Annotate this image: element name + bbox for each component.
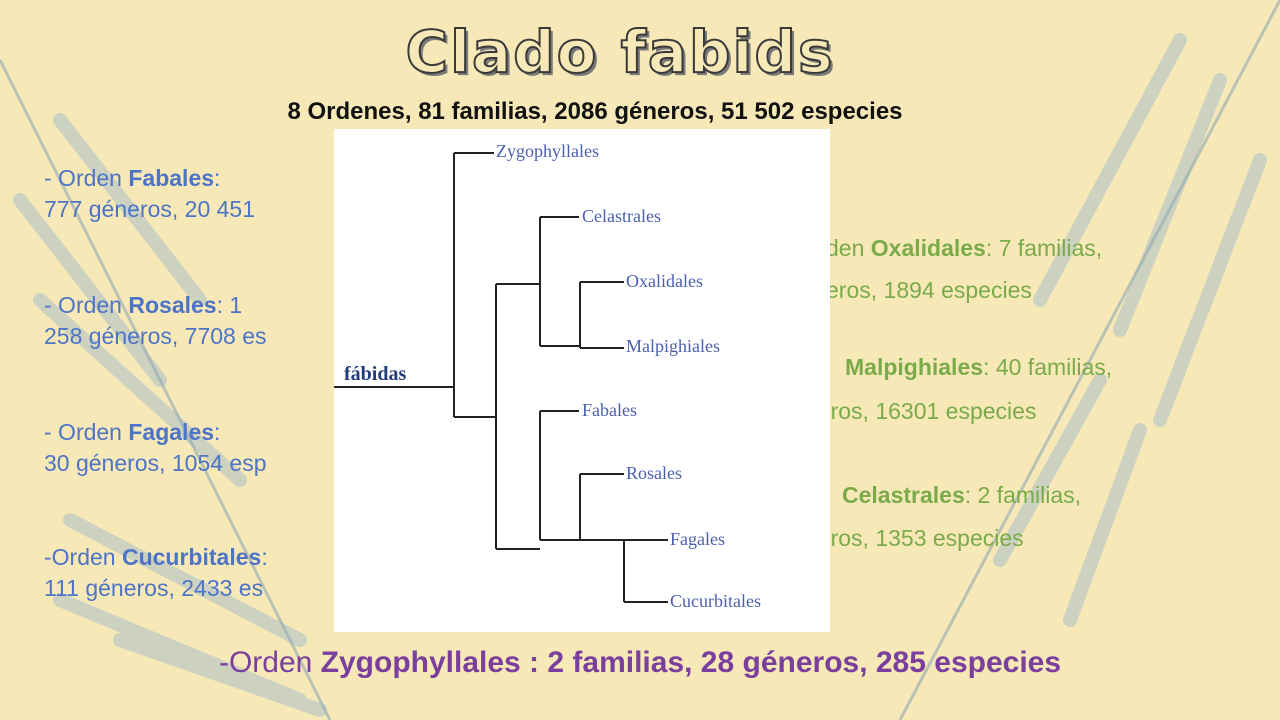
tree-label-malpighiales: Malpighiales [626, 336, 720, 356]
tree-label-zygophyllales: Zygophyllales [496, 141, 599, 161]
subtitle: 8 Ordenes, 81 familias, 2086 géneros, 51… [287, 98, 903, 125]
order-malpighiales: Malpighiales: 40 familias, neros, 16301 … [805, 354, 1113, 424]
tree-root-label: fábidas [344, 363, 407, 385]
order-oxalidales: den Oxalidales: 7 familias, eros, 1894 e… [826, 235, 1103, 303]
tree-label-oxalidales: Oxalidales [626, 271, 703, 291]
order-rosales: - Orden Rosales: 1 258 géneros, 7708 es [44, 292, 267, 349]
page-title: Clado fabids [405, 17, 835, 87]
order-celastrales: Celastrales: 2 familias, neros, 1353 esp… [805, 482, 1082, 551]
order-fabales: - Orden Fabales: 777 géneros, 20 451 [44, 165, 256, 222]
order-zygophyllales: -Orden Zygophyllales : 2 familias, 28 gé… [218, 646, 1062, 679]
tree-label-fabales: Fabales [582, 400, 637, 420]
tree-label-rosales: Rosales [626, 463, 682, 483]
tree-label-cucurbitales: Cucurbitales [670, 591, 761, 611]
order-fagales: - Orden Fagales: 30 géneros, 1054 esp [44, 419, 267, 476]
order-cucurbitales: -Orden Cucurbitales: 111 géneros, 2433 e… [44, 544, 268, 601]
tree-label-celastrales: Celastrales [582, 206, 661, 226]
phylogenetic-tree: fábidas Zygophyllales Celastrales Oxalid… [334, 129, 830, 632]
tree-label-fagales: Fagales [670, 529, 725, 549]
